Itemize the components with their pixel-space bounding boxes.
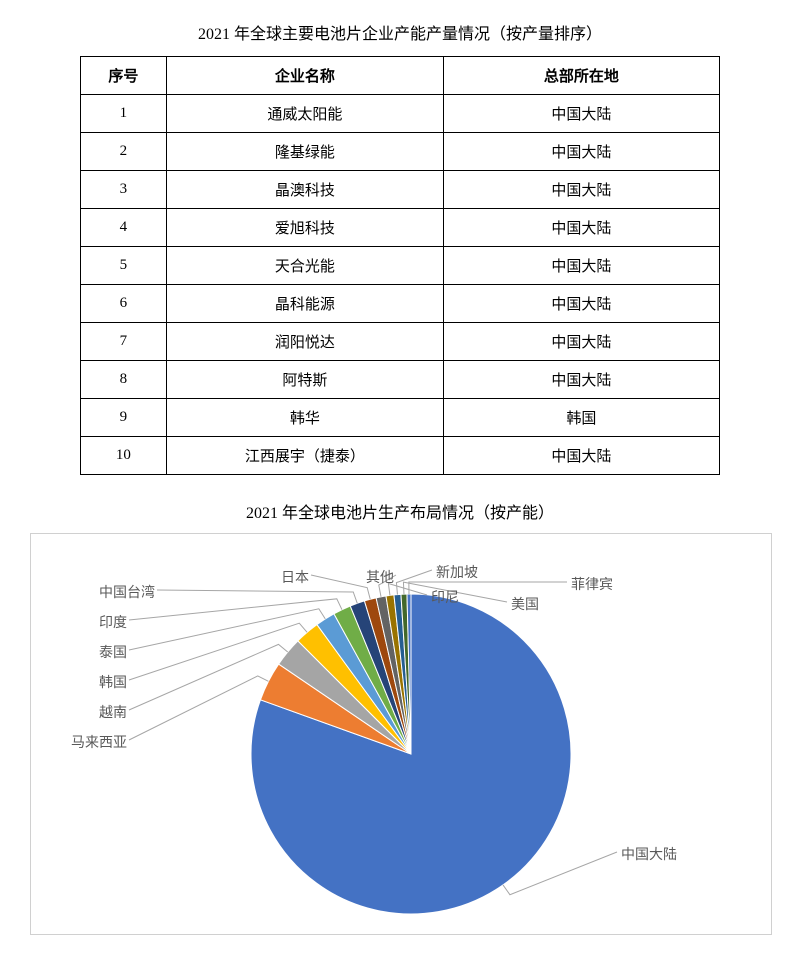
table-row: 6晶科能源中国大陆 [81,285,720,323]
table-cell: 阿特斯 [166,361,443,399]
table-cell: 1 [81,95,167,133]
table-cell: 6 [81,285,167,323]
table-cell: 天合光能 [166,247,443,285]
table-cell: 10 [81,437,167,475]
table-cell: 晶澳科技 [166,171,443,209]
col-header-location: 总部所在地 [443,57,719,95]
table-header-row: 序号 企业名称 总部所在地 [81,57,720,95]
table-cell: 2 [81,133,167,171]
table-cell: 中国大陆 [443,323,719,361]
table-row: 1通威太阳能中国大陆 [81,95,720,133]
pie-label: 中国大陆 [621,844,677,864]
table-cell: 润阳悦达 [166,323,443,361]
leader-line [311,575,370,599]
table-cell: 通威太阳能 [166,95,443,133]
pie-label: 新加坡 [436,562,478,582]
table-cell: 5 [81,247,167,285]
leader-line [129,599,342,620]
col-header-index: 序号 [81,57,167,95]
col-header-company: 企业名称 [166,57,443,95]
table-row: 8阿特斯中国大陆 [81,361,720,399]
table-row: 7润阳悦达中国大陆 [81,323,720,361]
table-cell: 中国大陆 [443,209,719,247]
table-cell: 隆基绿能 [166,133,443,171]
pie-label: 泰国 [99,642,127,662]
table-row: 5天合光能中国大陆 [81,247,720,285]
table-cell: 中国大陆 [443,95,719,133]
ranking-table: 序号 企业名称 总部所在地 1通威太阳能中国大陆2隆基绿能中国大陆3晶澳科技中国… [80,56,720,475]
leader-line [129,676,268,740]
table-row: 9韩华韩国 [81,399,720,437]
table-cell: 爱旭科技 [166,209,443,247]
table-cell: 韩国 [443,399,719,437]
table-cell: 中国大陆 [443,437,719,475]
table-cell: 中国大陆 [443,133,719,171]
pie-label: 越南 [99,702,127,722]
pie-label: 日本 [281,567,309,587]
table-cell: 7 [81,323,167,361]
table-cell: 8 [81,361,167,399]
leader-line [157,590,357,603]
pie-label: 韩国 [99,672,127,692]
pie-label: 菲律宾 [571,574,613,594]
table-cell: 中国大陆 [443,361,719,399]
pie-label: 马来西亚 [71,732,127,752]
table-cell: 晶科能源 [166,285,443,323]
pie-label: 其他 [366,567,394,587]
pie-chart: 中国大陆 马来西亚 越南 韩国 泰国 印度 中国台湾 日本 其他印尼 新加坡美国 菲律宾 [30,533,772,935]
chart-title: 2021 年全球电池片生产布局情况（按产能） [30,499,770,523]
table-cell: 3 [81,171,167,209]
table-row: 4爱旭科技中国大陆 [81,209,720,247]
pie-label: 中国台湾 [99,582,155,602]
table-cell: 中国大陆 [443,247,719,285]
table-cell: 韩华 [166,399,443,437]
pie-label: 印尼 [431,587,459,607]
table-row: 10江西展宇（捷泰）中国大陆 [81,437,720,475]
table-row: 3晶澳科技中国大陆 [81,171,720,209]
table-cell: 9 [81,399,167,437]
table-row: 2隆基绿能中国大陆 [81,133,720,171]
table-cell: 江西展宇（捷泰） [166,437,443,475]
pie-label: 美国 [511,594,539,614]
table-cell: 中国大陆 [443,171,719,209]
table-cell: 中国大陆 [443,285,719,323]
pie-label: 印度 [99,612,127,632]
table-cell: 4 [81,209,167,247]
table-title: 2021 年全球主要电池片企业产能产量情况（按产量排序） [30,20,770,44]
